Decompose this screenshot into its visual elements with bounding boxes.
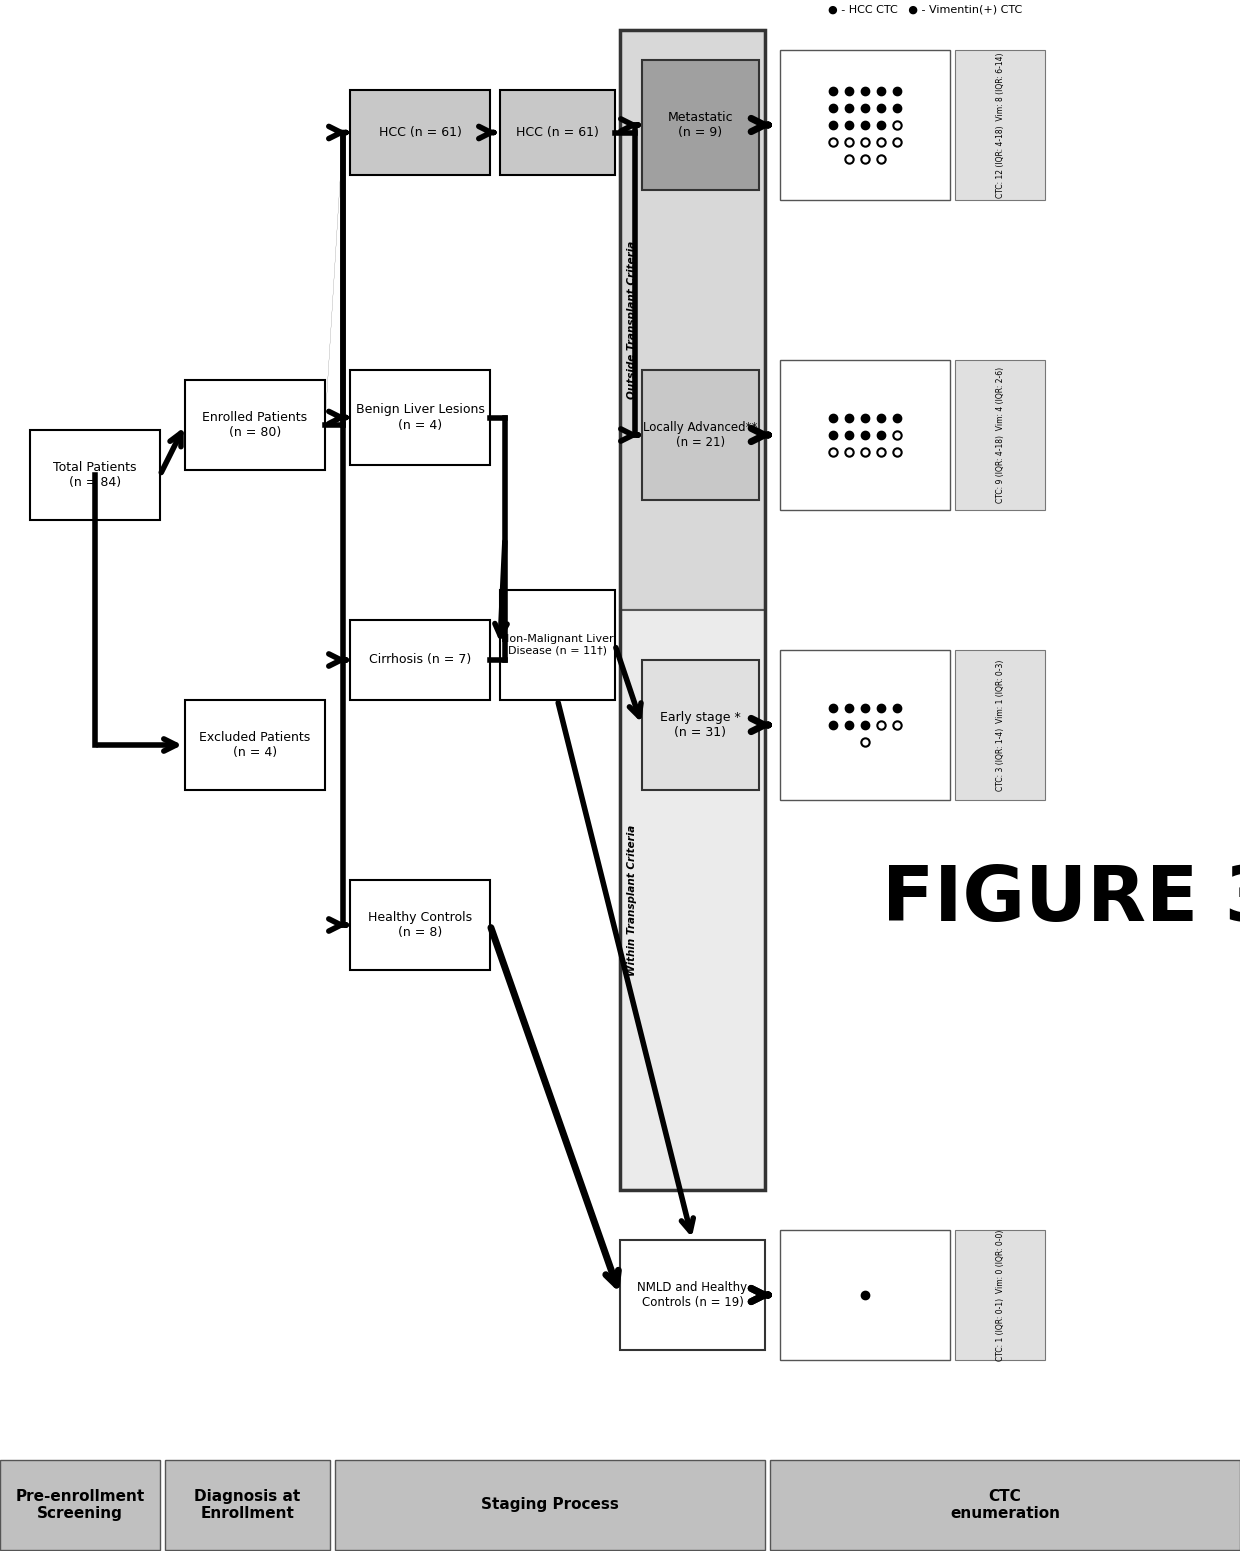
Bar xyxy=(185,700,325,789)
Bar xyxy=(642,371,759,499)
Bar xyxy=(500,589,615,700)
Bar xyxy=(500,90,615,175)
Text: Benign Liver Lesions
(n = 4): Benign Liver Lesions (n = 4) xyxy=(356,403,485,431)
Bar xyxy=(0,1459,160,1549)
Bar xyxy=(350,90,490,175)
Bar xyxy=(620,1239,765,1349)
Text: HCC (n = 61): HCC (n = 61) xyxy=(516,126,599,140)
Text: Within Transplant Criteria: Within Transplant Criteria xyxy=(627,825,637,976)
Text: ● - HCC CTC   ● - Vimentin(+) CTC: ● - HCC CTC ● - Vimentin(+) CTC xyxy=(828,5,1022,16)
Text: Pre-enrollment
Screening: Pre-enrollment Screening xyxy=(15,1489,145,1522)
Bar xyxy=(955,360,1045,510)
Text: Early stage *
(n = 31): Early stage * (n = 31) xyxy=(660,710,740,738)
Text: Cirrhosis (n = 7): Cirrhosis (n = 7) xyxy=(368,653,471,667)
Text: Non-Malignant Liver
Disease (n = 11†): Non-Malignant Liver Disease (n = 11†) xyxy=(501,634,614,656)
Text: CTC
enumeration: CTC enumeration xyxy=(950,1489,1060,1522)
Bar xyxy=(780,50,950,200)
Text: FIGURE 3: FIGURE 3 xyxy=(882,862,1240,937)
Text: HCC (n = 61): HCC (n = 61) xyxy=(378,126,461,140)
Text: CTC: 3 (IQR: 1-4)  Vim: 1 (IQR: 0-3): CTC: 3 (IQR: 1-4) Vim: 1 (IQR: 0-3) xyxy=(996,659,1004,791)
Bar xyxy=(620,29,765,1190)
Text: Outside Transplant Criteria: Outside Transplant Criteria xyxy=(627,240,637,399)
Bar xyxy=(780,1230,950,1360)
Text: Metastatic
(n = 9): Metastatic (n = 9) xyxy=(667,112,733,140)
Bar xyxy=(770,1459,1240,1549)
Bar xyxy=(642,60,759,191)
Bar xyxy=(955,1230,1045,1360)
Bar xyxy=(955,50,1045,200)
Text: Enrolled Patients
(n = 80): Enrolled Patients (n = 80) xyxy=(202,411,308,439)
Text: CTC: 12 (IQR: 4-18)  Vim: 8 (IQR: 6-14): CTC: 12 (IQR: 4-18) Vim: 8 (IQR: 6-14) xyxy=(996,53,1004,197)
Bar xyxy=(350,620,490,700)
Text: Total Patients
(n = 84): Total Patients (n = 84) xyxy=(53,461,136,489)
Text: NMLD and Healthy
Controls (n = 19): NMLD and Healthy Controls (n = 19) xyxy=(637,1281,748,1309)
Text: CTC: 9 (IQR: 4-18)  Vim: 4 (IQR: 2-6): CTC: 9 (IQR: 4-18) Vim: 4 (IQR: 2-6) xyxy=(996,368,1004,503)
Bar xyxy=(955,650,1045,800)
Bar xyxy=(642,661,759,789)
Bar xyxy=(620,610,765,1190)
Bar xyxy=(620,29,765,610)
Text: Healthy Controls
(n = 8): Healthy Controls (n = 8) xyxy=(368,910,472,938)
Bar xyxy=(780,360,950,510)
Text: CTC: 1 (IQR: 0-1)  Vim: 0 (IQR: 0-0): CTC: 1 (IQR: 0-1) Vim: 0 (IQR: 0-0) xyxy=(996,1230,1004,1360)
Bar xyxy=(30,430,160,520)
Bar xyxy=(185,380,325,470)
Bar xyxy=(780,650,950,800)
Bar xyxy=(165,1459,330,1549)
Text: Excluded Patients
(n = 4): Excluded Patients (n = 4) xyxy=(200,731,311,758)
Bar xyxy=(350,371,490,465)
Text: Staging Process: Staging Process xyxy=(481,1498,619,1512)
Bar xyxy=(335,1459,765,1549)
Bar xyxy=(350,879,490,969)
Text: Locally Advanced**
(n = 21): Locally Advanced** (n = 21) xyxy=(644,420,758,448)
Text: Diagnosis at
Enrollment: Diagnosis at Enrollment xyxy=(195,1489,300,1522)
